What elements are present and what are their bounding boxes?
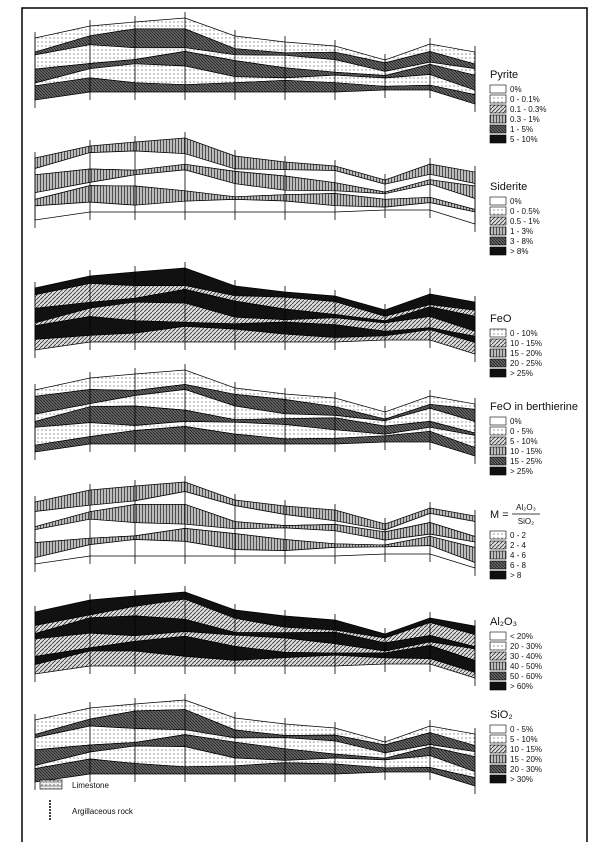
- legend-label: 10 - 15%: [510, 339, 542, 348]
- panel-title: Siderite: [490, 181, 527, 193]
- legend-swatch: [489, 661, 507, 671]
- legend-label: 0 - 5%: [510, 725, 533, 734]
- panel-title: Al₂O₃: [490, 616, 517, 628]
- legend-label: 0.5 - 1%: [510, 217, 540, 226]
- panel-title: FeO in berthierine: [490, 401, 578, 413]
- legend-label: > 8%: [510, 247, 528, 256]
- legend-label: 0%: [510, 417, 522, 426]
- legend-swatch: [489, 456, 507, 466]
- legend-swatch: [489, 328, 507, 338]
- legend-label: 1 - 3%: [510, 227, 533, 236]
- legend-swatch: [489, 466, 507, 476]
- legend-label: 0%: [510, 197, 522, 206]
- fraction-numerator: Al₂O₃: [516, 503, 536, 512]
- legend-swatch: [39, 779, 63, 790]
- legend-swatch: [489, 631, 507, 641]
- legend-label: > 30%: [510, 775, 533, 784]
- panel-title: SiO₂: [490, 709, 513, 721]
- legend-swatch: [489, 134, 507, 144]
- legend-swatch: [489, 196, 507, 206]
- legend-label: 0 - 10%: [510, 329, 538, 338]
- legend-swatch: [489, 246, 507, 256]
- legend-swatch: [489, 570, 507, 580]
- legend-swatch: [489, 744, 507, 754]
- legend-label: 3 - 8%: [510, 237, 533, 246]
- legend-label: 0 - 0.5%: [510, 207, 540, 216]
- panel-title: FeO: [490, 313, 512, 325]
- legend-label: > 25%: [510, 467, 533, 476]
- legend-swatch: [489, 124, 507, 134]
- legend-swatch: [489, 206, 507, 216]
- legend-swatch: [489, 651, 507, 661]
- legend-label: > 25%: [510, 369, 533, 378]
- legend-swatch: [489, 104, 507, 114]
- legend-swatch: [489, 754, 507, 764]
- legend-swatch: [489, 348, 507, 358]
- legend-swatch: [489, 358, 507, 368]
- legend-swatch: [489, 416, 507, 426]
- legend-swatch: [489, 446, 507, 456]
- legend-swatch: [489, 84, 507, 94]
- legend-swatch: [489, 338, 507, 348]
- legend-label: 20 - 25%: [510, 359, 542, 368]
- frame: [21, 7, 588, 847]
- legend-swatch: [489, 671, 507, 681]
- legend-label: 40 - 50%: [510, 662, 542, 671]
- legend-swatch: [489, 641, 507, 651]
- legend-label: > 8: [510, 571, 522, 580]
- panel-title: M =: [490, 509, 509, 521]
- legend-swatch: [489, 540, 507, 550]
- legend-label: 15 - 20%: [510, 755, 542, 764]
- legend-label: < 20%: [510, 632, 533, 641]
- legend-swatch: [489, 114, 507, 124]
- legend-swatch: [489, 724, 507, 734]
- panel-title: Pyrite: [490, 69, 518, 81]
- legend-label: 0.1 - 0.3%: [510, 105, 546, 114]
- legend-swatch: [489, 530, 507, 540]
- legend-label: 10 - 15%: [510, 745, 542, 754]
- legend-swatch: [489, 436, 507, 446]
- legend-label: 0%: [510, 85, 522, 94]
- legend-swatch: [489, 550, 507, 560]
- legend-label: 20 - 30%: [510, 642, 542, 651]
- legend-label: 50 - 60%: [510, 672, 542, 681]
- legend-label: > 60%: [510, 682, 533, 691]
- legend-swatch: [489, 734, 507, 744]
- legend-swatch: [489, 774, 507, 784]
- legend-swatch: [489, 368, 507, 378]
- legend-label: 2 - 4: [510, 541, 527, 550]
- fraction-denominator: SiO₂: [518, 517, 534, 526]
- legend-swatch: [489, 216, 507, 226]
- legend-label: 15 - 25%: [510, 457, 542, 466]
- legend-label: 30 - 40%: [510, 652, 542, 661]
- legend-label: 0 - 0.1%: [510, 95, 540, 104]
- legend-label: 0 - 2: [510, 531, 527, 540]
- legend-label: 5 - 10%: [510, 437, 538, 446]
- footer-label: Limestone: [72, 781, 109, 790]
- legend-label: 0 - 5%: [510, 427, 533, 436]
- legend-swatch: [489, 764, 507, 774]
- legend-label: 0.3 - 1%: [510, 115, 540, 124]
- legend-swatch: [489, 681, 507, 691]
- legend-label: 20 - 30%: [510, 765, 542, 774]
- legend-swatch: [489, 94, 507, 104]
- footer-label: Argillaceous rock: [72, 807, 134, 816]
- legend-label: 15 - 20%: [510, 349, 542, 358]
- legend-label: 4 - 6: [510, 551, 527, 560]
- legend-label: 1 - 5%: [510, 125, 533, 134]
- legend-label: 5 - 10%: [510, 735, 538, 744]
- legend-label: 6 - 8: [510, 561, 527, 570]
- legend-swatch: [489, 560, 507, 570]
- legend-swatch: [489, 236, 507, 246]
- legend-swatch: [489, 426, 507, 436]
- legend-label: 10 - 15%: [510, 447, 542, 456]
- legend-swatch: [489, 226, 507, 236]
- legend-label: 5 - 10%: [510, 135, 538, 144]
